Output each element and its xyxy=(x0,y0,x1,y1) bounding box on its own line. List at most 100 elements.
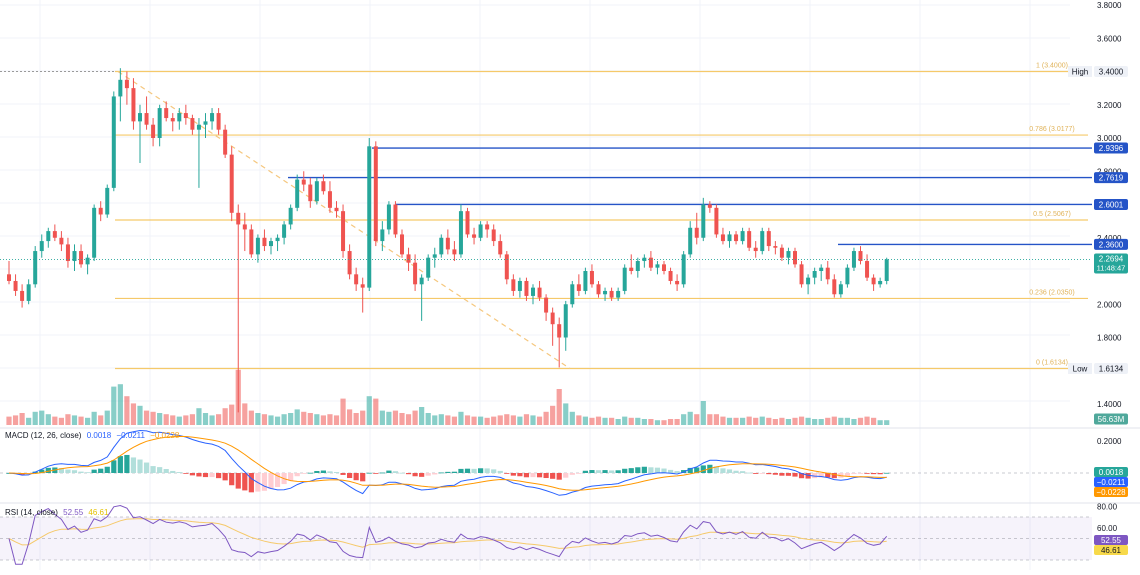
marker-value-tag: 3.4000 xyxy=(1099,68,1124,77)
fib-level-label: 1 (3.4000) xyxy=(1036,63,1068,70)
candle-body xyxy=(419,277,424,285)
volume-bar xyxy=(451,416,457,425)
volume-bar xyxy=(550,405,556,425)
volume-bar xyxy=(412,410,418,425)
macd-histogram-bar xyxy=(91,469,97,473)
macd-histogram-bar xyxy=(484,468,490,473)
macd-histogram-bar xyxy=(582,470,588,473)
volume-bar xyxy=(130,403,137,425)
marker-name-bg xyxy=(1068,363,1092,375)
macd-histogram-bar xyxy=(844,473,850,477)
volume-bar xyxy=(52,416,58,425)
macd-histogram-bar xyxy=(392,471,399,473)
candle-body xyxy=(196,124,201,130)
marker-name: Low xyxy=(1073,365,1088,374)
macd-histogram-bar xyxy=(464,468,471,473)
price-axis-tick: 3.6000 xyxy=(1097,34,1122,43)
macd-histogram-bar xyxy=(733,470,739,473)
volume-bar xyxy=(320,415,326,425)
volume-bar xyxy=(143,410,150,425)
candle-body xyxy=(354,274,359,285)
candle-body xyxy=(845,267,850,285)
volume-bar xyxy=(517,416,523,425)
candle-body xyxy=(596,284,601,295)
candle-body xyxy=(570,284,575,305)
candle-body xyxy=(616,290,621,298)
macd-histogram-bar xyxy=(78,471,84,473)
rsi-legend[interactable]: RSI (14, close) 52.55 46.61 xyxy=(5,508,111,517)
candle-body xyxy=(662,264,666,271)
candle-body xyxy=(52,231,57,238)
resistance-tag: 2.7619 xyxy=(1099,174,1124,183)
macd-title: MACD (12, 26, close) xyxy=(5,431,82,440)
macd-histogram-bar xyxy=(242,473,248,491)
macd-histogram-bar xyxy=(700,465,706,473)
volume-bar xyxy=(694,414,700,425)
resistance-tag: 2.9396 xyxy=(1099,144,1124,153)
macd-histogram-bar xyxy=(615,470,621,473)
volume-bar xyxy=(713,414,719,425)
macd-histogram-bar xyxy=(674,471,680,473)
candle-body xyxy=(884,259,889,281)
candle-body xyxy=(452,249,457,255)
candle-body xyxy=(583,271,588,291)
volume-bar xyxy=(877,420,883,425)
macd-histogram-bar xyxy=(812,473,818,479)
macd-histogram-bar xyxy=(753,473,759,474)
candle-body xyxy=(786,251,791,258)
candle-body xyxy=(7,274,11,281)
candle-body xyxy=(668,271,673,281)
macd-histogram-bar xyxy=(556,473,562,480)
volume-bar xyxy=(864,416,870,425)
volume-bar xyxy=(399,413,405,425)
candle-body xyxy=(177,113,182,122)
volume-bar xyxy=(137,405,143,425)
macd-histogram-bar xyxy=(766,473,772,475)
macd-histogram-bar xyxy=(261,473,268,491)
volume-bar xyxy=(176,416,182,425)
volume-bar xyxy=(851,419,857,425)
macd-histogram-bar xyxy=(864,473,870,474)
macd-hist-tag: 0.0018 xyxy=(1099,468,1124,477)
candle-body xyxy=(46,231,51,242)
macd-histogram-bar xyxy=(85,472,91,474)
macd-histogram-bar xyxy=(785,473,792,476)
macd-histogram-bar xyxy=(111,460,117,473)
volume-bar xyxy=(425,413,431,425)
candle-body xyxy=(445,237,450,250)
macd-histogram-bar xyxy=(248,473,254,493)
candle-body xyxy=(111,96,116,188)
volume-bar xyxy=(674,419,680,425)
volume-bar xyxy=(576,415,582,425)
volume-bar xyxy=(268,415,274,425)
macd-histogram-bar xyxy=(589,470,595,473)
macd-histogram-bar xyxy=(386,470,392,473)
macd-histogram-bar xyxy=(694,467,700,473)
macd-histogram-bar xyxy=(445,471,451,473)
macd-legend[interactable]: MACD (12, 26, close) 0.0018 −0.0211 −0.0… xyxy=(5,431,182,440)
macd-line-tag-bg xyxy=(1094,477,1128,487)
macd-histogram-bar xyxy=(143,462,150,473)
candle-body xyxy=(524,280,529,296)
volume-bar xyxy=(12,415,19,425)
macd-histogram-bar xyxy=(877,473,883,475)
macd-histogram-bar xyxy=(189,473,195,476)
volume-bar xyxy=(772,419,778,425)
macd-histogram-bar xyxy=(451,471,457,473)
candle-body xyxy=(33,251,38,285)
candle-body xyxy=(79,251,84,265)
macd-histogram-bar xyxy=(726,469,733,473)
volume-bar xyxy=(720,416,726,425)
volume-bar xyxy=(726,417,733,425)
volume-bar xyxy=(825,417,831,425)
volume-bar xyxy=(202,413,209,425)
volume-bar xyxy=(183,415,189,425)
macd-histogram-bar xyxy=(772,473,778,475)
volume-bar xyxy=(504,414,510,425)
marker-name-bg xyxy=(1068,66,1092,77)
candle-body xyxy=(295,179,300,208)
volume-bar xyxy=(366,396,372,425)
volume-bar xyxy=(327,414,333,425)
marker-value-tag-bg xyxy=(1094,363,1128,375)
